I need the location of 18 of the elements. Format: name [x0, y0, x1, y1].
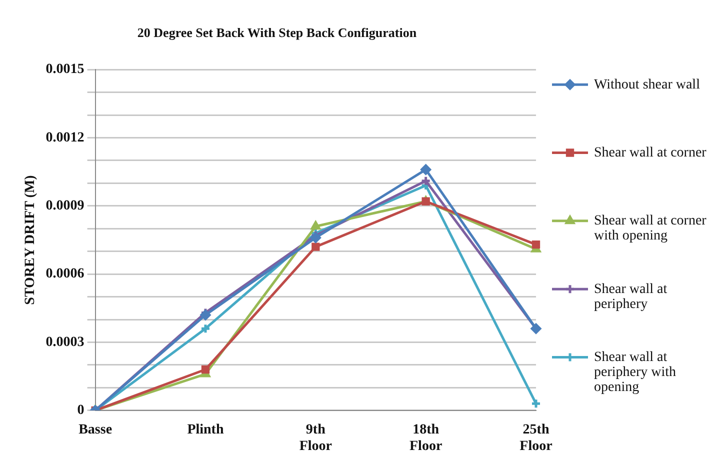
- legend-label: Shear wall at corner: [594, 145, 707, 160]
- legend-label: Shear wall at corner with opening: [594, 214, 707, 244]
- x-tick-label: Basse: [78, 422, 112, 438]
- x-tick-label: Plinth: [187, 422, 224, 438]
- y-tick-label: 0: [77, 403, 84, 418]
- legend-label: Shear wall at periphery: [594, 282, 668, 312]
- y-tick-label: 0.0003: [46, 334, 84, 350]
- legend-label: Shear wall at periphery with opening: [594, 350, 676, 395]
- x-tick-label: 18th Floor: [409, 422, 442, 454]
- chart-title: 20 Degree Set Back With Step Back Configuration: [137, 25, 418, 40]
- y-tick-label: 0.0009: [46, 198, 84, 214]
- y-axis-title: STOREY DRIFT (M): [23, 174, 38, 305]
- y-tick-label: 0.0015: [46, 62, 84, 78]
- x-tick-label: 25th Floor: [520, 422, 552, 454]
- y-tick-label: 0.0006: [46, 266, 84, 282]
- legend-label: Without shear wall: [594, 77, 700, 92]
- y-tick-label: 0.0012: [46, 130, 84, 146]
- x-tick-label: 9th Floor: [299, 422, 332, 454]
